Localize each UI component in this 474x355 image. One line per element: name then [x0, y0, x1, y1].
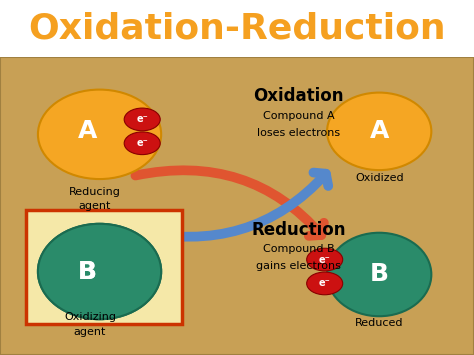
Text: B: B [78, 260, 97, 284]
Text: gains electrons: gains electrons [256, 261, 341, 271]
Text: Oxidation: Oxidation [254, 87, 344, 105]
Circle shape [124, 108, 160, 131]
Text: agent: agent [74, 327, 106, 337]
Text: Oxidizing: Oxidizing [64, 312, 116, 322]
Circle shape [124, 132, 160, 155]
Text: A: A [370, 119, 389, 143]
Text: loses electrons: loses electrons [257, 128, 340, 138]
Text: B: B [370, 262, 389, 286]
Ellipse shape [38, 224, 161, 319]
Ellipse shape [38, 224, 161, 319]
Text: Oxidized: Oxidized [355, 173, 403, 183]
Ellipse shape [327, 233, 431, 316]
Text: B: B [78, 260, 97, 284]
Text: Reducing: Reducing [69, 186, 121, 197]
FancyArrowPatch shape [136, 173, 328, 237]
Ellipse shape [327, 93, 431, 170]
Text: A: A [78, 119, 97, 143]
Text: Reduction: Reduction [251, 221, 346, 239]
Ellipse shape [38, 89, 161, 179]
Text: e⁻: e⁻ [319, 278, 330, 288]
Text: e⁻: e⁻ [137, 114, 148, 124]
Text: Reduced: Reduced [355, 318, 403, 328]
FancyBboxPatch shape [26, 211, 182, 324]
Circle shape [307, 248, 343, 271]
Text: Compound B: Compound B [263, 244, 335, 254]
Text: Oxidation-Reduction: Oxidation-Reduction [28, 11, 446, 45]
Text: Compound A: Compound A [263, 111, 335, 121]
Text: agent: agent [79, 201, 111, 212]
Text: e⁻: e⁻ [137, 138, 148, 148]
Text: e⁻: e⁻ [319, 255, 330, 264]
FancyArrowPatch shape [136, 170, 324, 236]
Circle shape [307, 272, 343, 295]
FancyBboxPatch shape [0, 57, 474, 355]
